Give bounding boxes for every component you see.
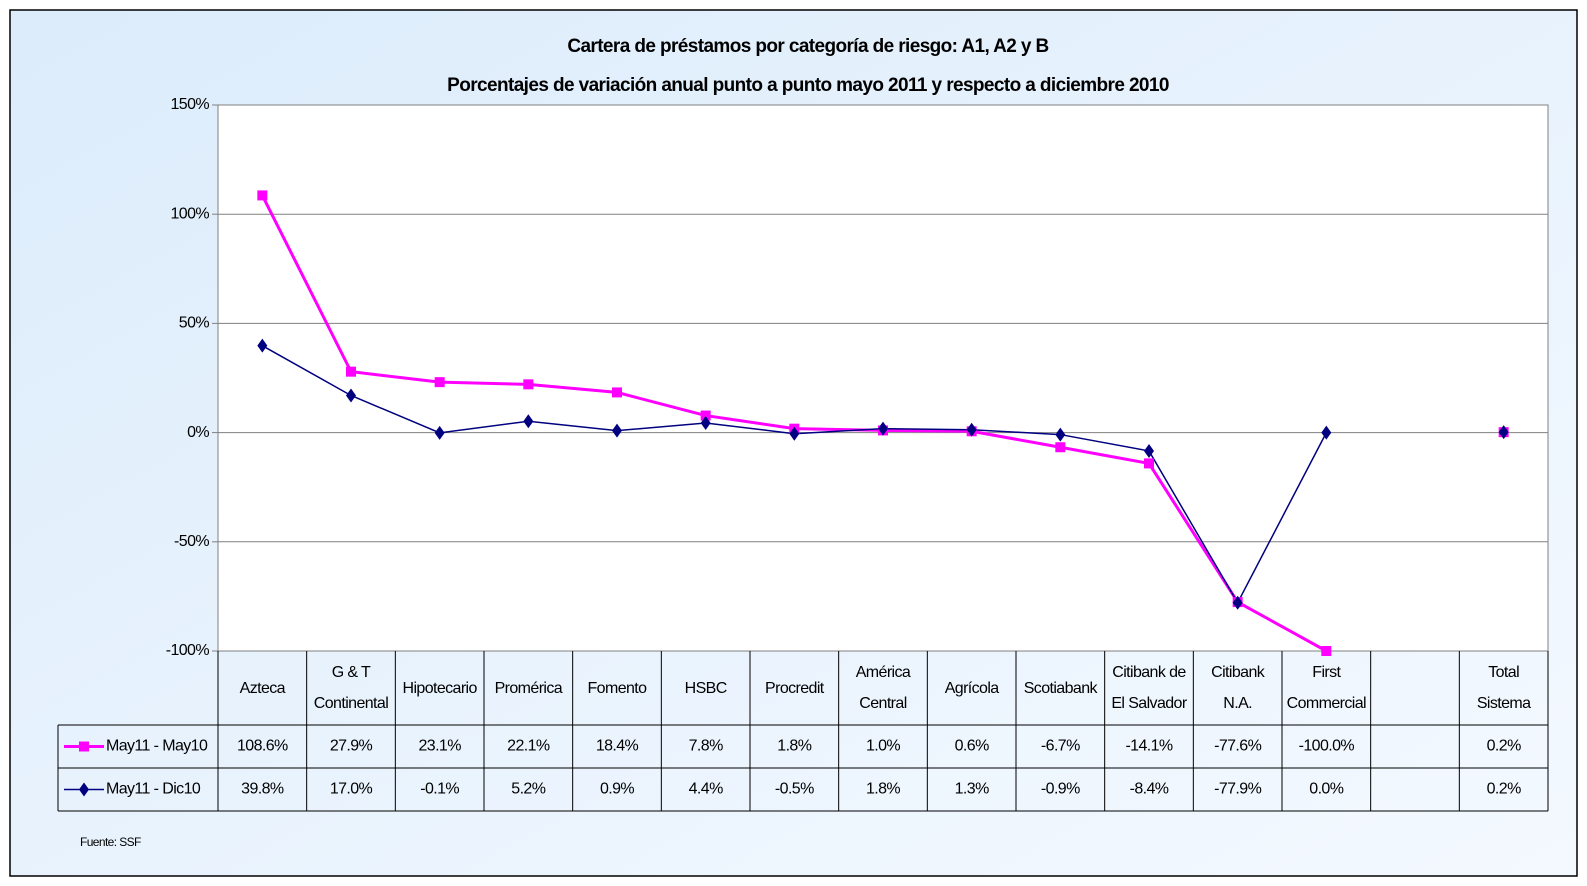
- table-value: 4.4%: [689, 781, 723, 798]
- x-tick-label: Azteca: [239, 679, 286, 697]
- x-tick-label: Citibank de El Salvador: [1111, 664, 1187, 712]
- table-value: -0.1%: [420, 781, 459, 798]
- table-value: 0.2%: [1487, 738, 1521, 755]
- table-value: 18.4%: [596, 738, 639, 755]
- table-value: -0.9%: [1041, 781, 1080, 798]
- x-tick-label: Scotiabank: [1023, 679, 1098, 697]
- source-note: Fuente: SSF: [80, 835, 141, 849]
- marker: [1321, 425, 1332, 440]
- marker: [1498, 425, 1509, 440]
- table-value: -0.5%: [775, 781, 814, 798]
- table-value: 1.3%: [955, 781, 989, 798]
- marker: [1144, 458, 1154, 469]
- table-value: -14.1%: [1125, 738, 1172, 755]
- x-tick-label: Agrícola: [944, 679, 1000, 697]
- table-value: -77.6%: [1214, 738, 1261, 755]
- plot-area: [217, 104, 1549, 652]
- marker: [700, 410, 711, 421]
- x-tick-label: Total Sistema: [1476, 664, 1531, 712]
- y-tick-label: -100%: [166, 642, 210, 659]
- marker: [79, 741, 89, 752]
- y-tick-label: 100%: [170, 205, 209, 222]
- table-value: 0.6%: [955, 738, 989, 755]
- table-value: 17.0%: [330, 781, 373, 798]
- marker: [257, 338, 268, 353]
- table-value: 0.9%: [600, 781, 634, 798]
- y-tick-label: -50%: [174, 533, 209, 550]
- marker: [523, 414, 534, 429]
- chart-subtitle: Porcentajes de variación anual punto a p…: [447, 75, 1169, 96]
- x-tick-label: Fomento: [587, 679, 648, 697]
- table-value: -100.0%: [1299, 738, 1355, 755]
- table-value: -8.4%: [1130, 781, 1169, 798]
- y-tick-label: 0%: [187, 424, 209, 441]
- marker: [346, 388, 356, 403]
- table-value: 1.0%: [866, 738, 900, 755]
- table-value: 0.0%: [1309, 781, 1343, 798]
- table-value: 27.9%: [330, 738, 373, 755]
- marker: [700, 415, 711, 430]
- table-value: 0.2%: [1487, 781, 1521, 798]
- x-tick-label: HSBC: [684, 679, 728, 697]
- table-value: 7.8%: [689, 738, 723, 755]
- marker: [966, 422, 977, 437]
- table-value: 1.8%: [866, 781, 900, 798]
- table-value: 1.8%: [777, 738, 811, 755]
- table-value: -77.9%: [1214, 781, 1261, 798]
- x-tick-label: Hipotecario: [402, 679, 477, 697]
- y-tick-label: 50%: [179, 315, 210, 332]
- marker: [79, 782, 89, 797]
- marker: [1055, 442, 1066, 453]
- table-value: 22.1%: [507, 738, 550, 755]
- marker: [1321, 646, 1332, 656]
- marker: [346, 366, 356, 377]
- table-value: -6.7%: [1041, 738, 1080, 755]
- marker: [612, 387, 622, 398]
- table-value: 5.2%: [511, 781, 545, 798]
- x-tick-label: G & T Continental: [313, 664, 389, 712]
- table-value: 23.1%: [418, 738, 461, 755]
- marker: [1144, 443, 1154, 458]
- marker: [1232, 595, 1243, 610]
- marker: [434, 425, 445, 440]
- table-value: 39.8%: [241, 781, 284, 798]
- marker: [612, 423, 622, 438]
- marker: [878, 421, 888, 436]
- x-tick-label: Procredit: [765, 679, 824, 697]
- x-tick-label: América Central: [855, 664, 911, 712]
- legend-label: May11 - May10: [106, 738, 208, 755]
- table-value: 108.6%: [237, 738, 288, 755]
- x-tick-label: First Commercial: [1286, 664, 1367, 712]
- marker: [434, 377, 445, 388]
- chart-title: Cartera de préstamos por categoría de ri…: [567, 36, 1048, 57]
- y-tick-label: 150%: [170, 96, 209, 113]
- marker: [523, 379, 534, 390]
- legend-label: May11 - Dic10: [106, 781, 201, 798]
- x-tick-label: Citibank N.A.: [1211, 664, 1265, 712]
- marker: [789, 426, 800, 441]
- marker: [1055, 427, 1066, 442]
- marker: [257, 190, 268, 201]
- x-tick-label: Promérica: [494, 679, 563, 697]
